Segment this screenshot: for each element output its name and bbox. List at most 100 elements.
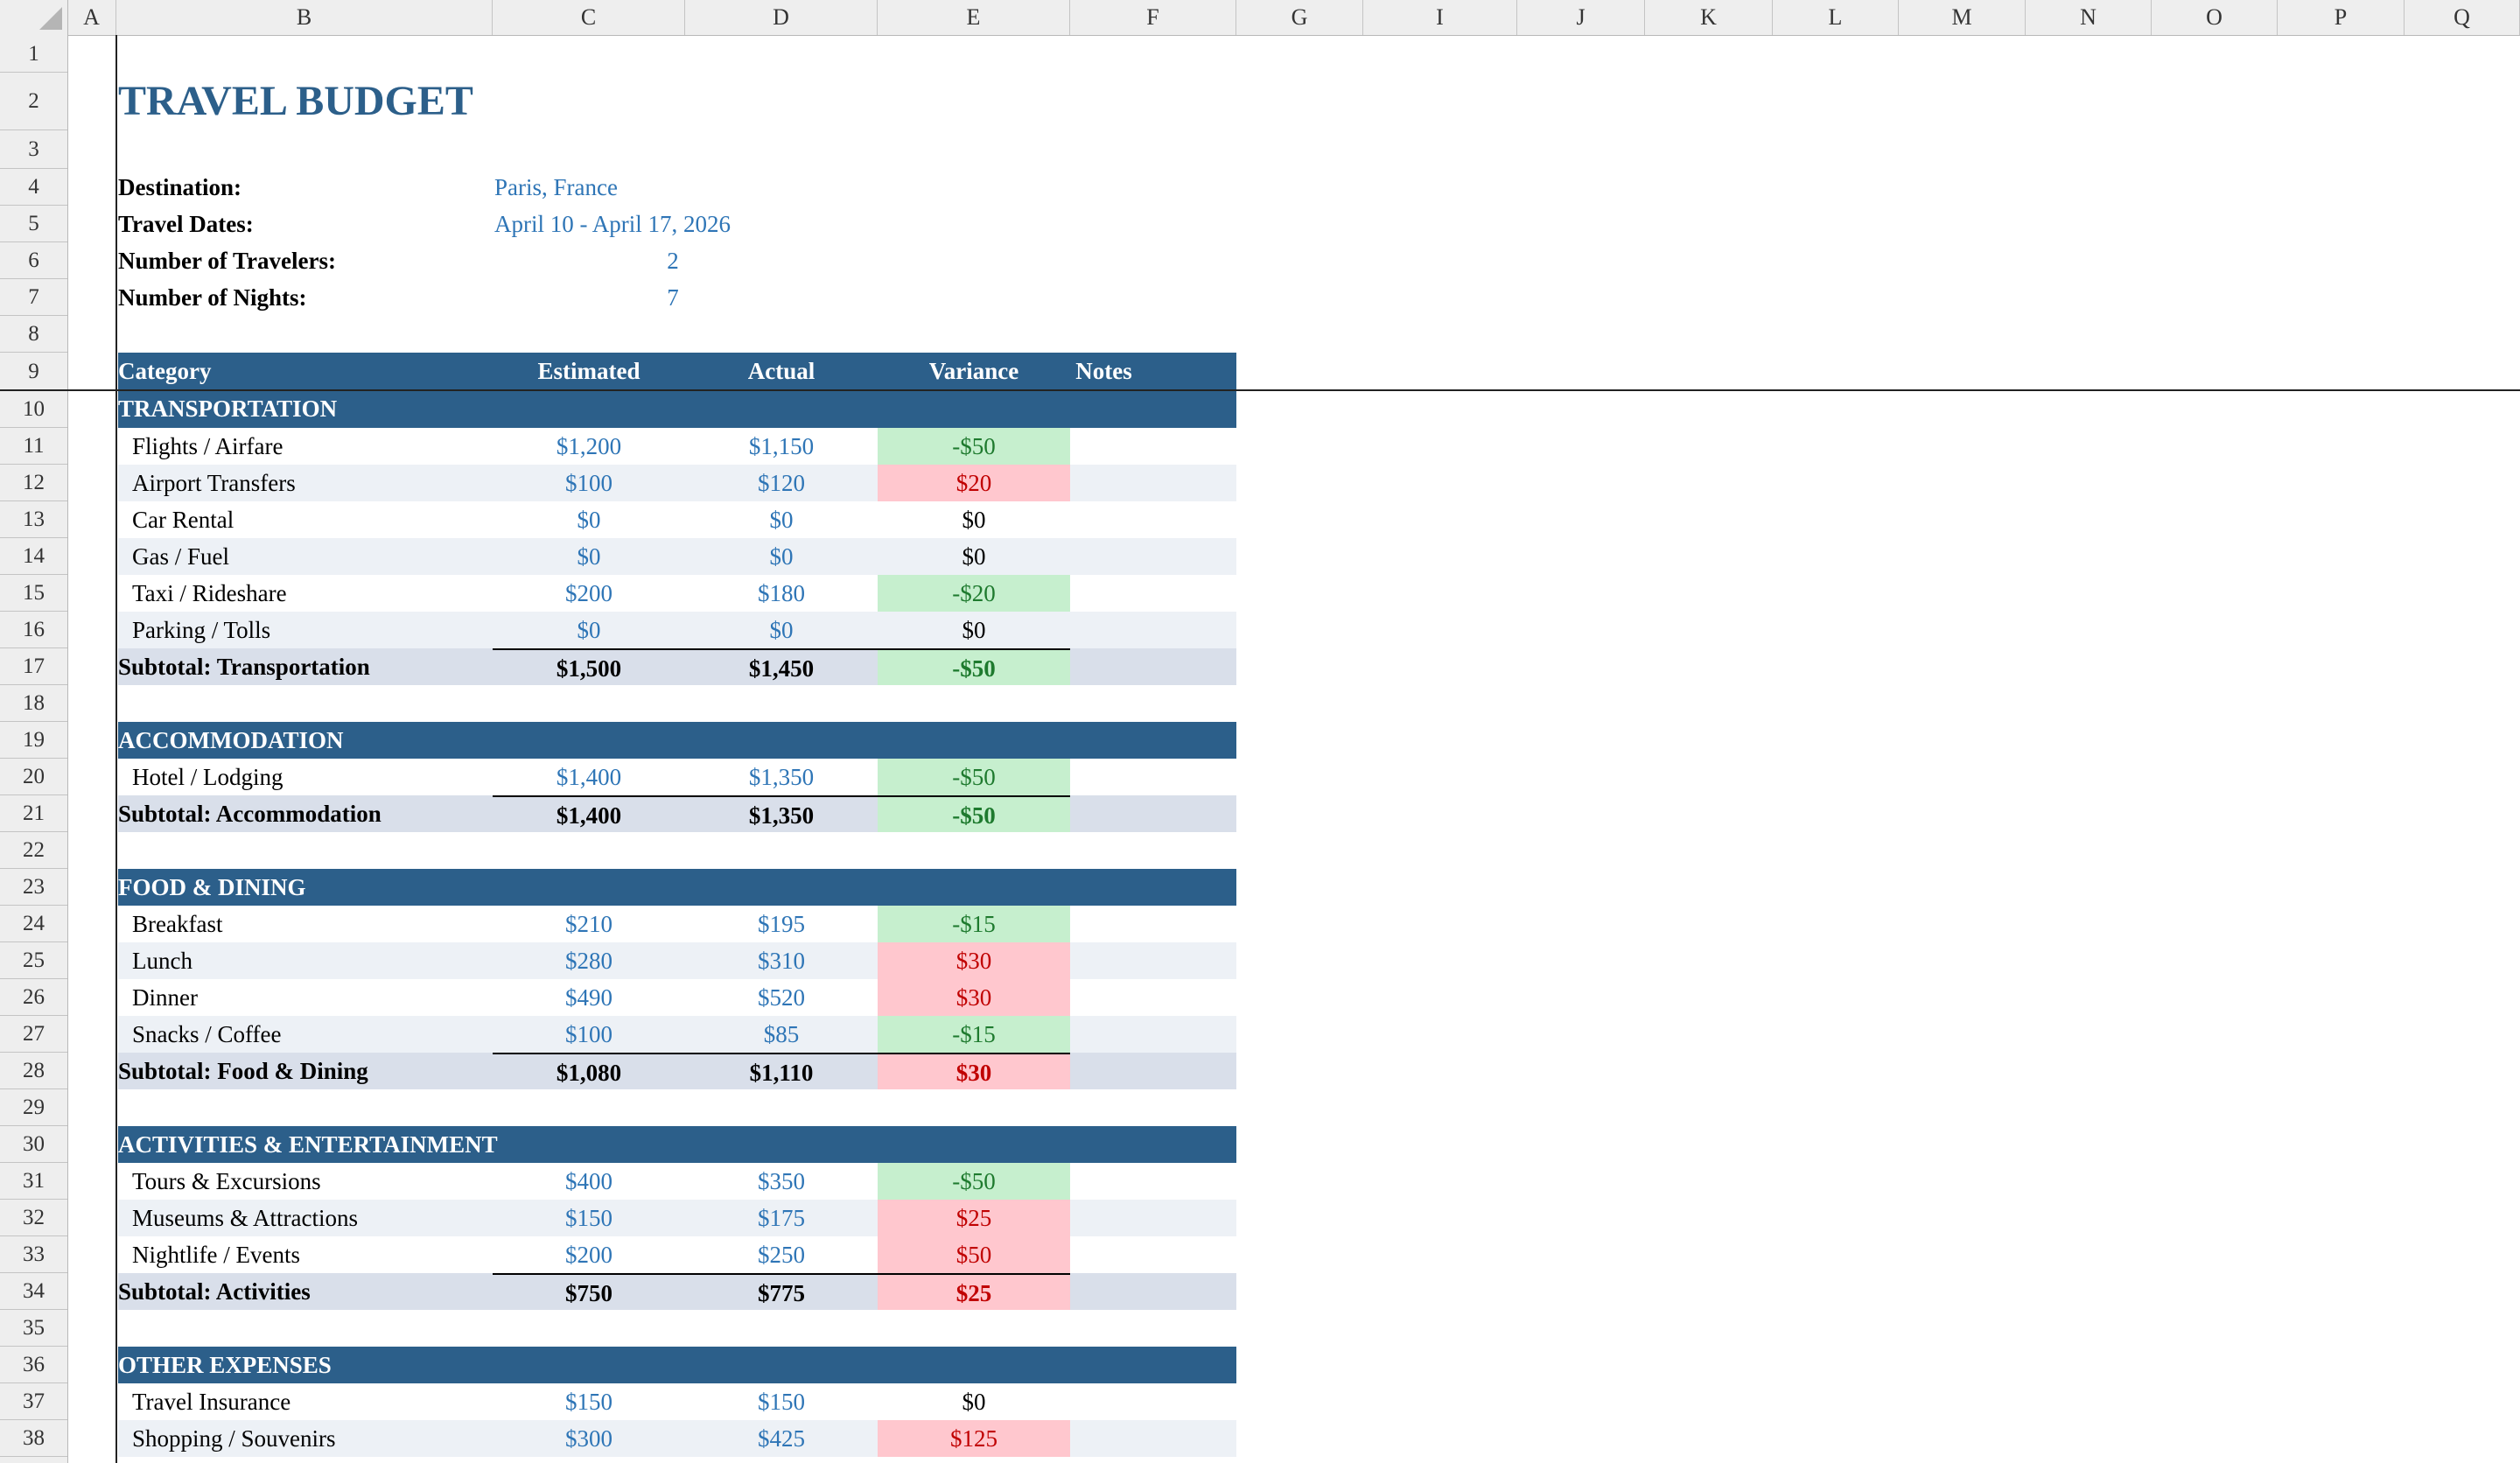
- travel-dates-label[interactable]: Travel Dates:: [118, 211, 254, 237]
- subtotal-notes[interactable]: [1070, 648, 1236, 685]
- subtotal-notes[interactable]: [1070, 1053, 1236, 1089]
- notes-cell[interactable]: [1070, 465, 1236, 501]
- section-header[interactable]: ACCOMMODATION: [118, 722, 1225, 759]
- variance-value[interactable]: $0: [962, 543, 986, 570]
- variance-value[interactable]: -$50: [878, 1163, 1070, 1200]
- column-header-f[interactable]: F: [1070, 0, 1236, 35]
- actual-value[interactable]: $120: [758, 470, 805, 496]
- row-header-32[interactable]: 32: [0, 1200, 67, 1236]
- subtotal-actual[interactable]: $1,110: [685, 1053, 878, 1089]
- estimated-value[interactable]: $1,400: [556, 764, 622, 790]
- column-header-g[interactable]: G: [1236, 0, 1363, 35]
- row-header-1[interactable]: 1: [0, 35, 67, 73]
- notes-cell[interactable]: [1070, 1236, 1236, 1273]
- subtotal-variance[interactable]: -$50: [878, 648, 1070, 685]
- notes-cell[interactable]: [1070, 906, 1236, 942]
- line-item-label[interactable]: Taxi / Rideshare: [132, 580, 287, 606]
- subtotal-variance[interactable]: $30: [878, 1053, 1070, 1089]
- row-header-36[interactable]: 36: [0, 1347, 67, 1383]
- row-header-26[interactable]: 26: [0, 979, 67, 1016]
- actual-value[interactable]: $85: [763, 1021, 800, 1047]
- actual-value[interactable]: $175: [758, 1205, 805, 1231]
- actual-value[interactable]: $0: [769, 617, 794, 643]
- variance-value[interactable]: -$50: [878, 759, 1070, 795]
- estimated-value[interactable]: $100: [565, 1021, 612, 1047]
- variance-value[interactable]: $30: [878, 979, 1070, 1016]
- notes-cell[interactable]: [1070, 942, 1236, 979]
- select-all-corner[interactable]: [0, 0, 68, 35]
- subtotal-notes[interactable]: [1070, 795, 1236, 832]
- row-header-38[interactable]: 38: [0, 1420, 67, 1457]
- actual-value[interactable]: $350: [758, 1168, 805, 1194]
- sheet-title[interactable]: TRAVEL BUDGET: [118, 78, 473, 124]
- column-header-k[interactable]: K: [1645, 0, 1773, 35]
- estimated-value[interactable]: $400: [565, 1168, 612, 1194]
- notes-cell[interactable]: [1070, 1163, 1236, 1200]
- subtotal-actual[interactable]: $1,350: [685, 795, 878, 832]
- actual-value[interactable]: $0: [769, 507, 794, 533]
- line-item-label[interactable]: Lunch: [132, 948, 192, 974]
- notes-cell[interactable]: [1070, 428, 1236, 465]
- line-item-label[interactable]: Flights / Airfare: [132, 433, 284, 459]
- actual-value[interactable]: $1,150: [748, 433, 815, 459]
- row-header-20[interactable]: 20: [0, 759, 67, 795]
- line-item-label[interactable]: Shopping / Souvenirs: [132, 1425, 336, 1452]
- column-header-j[interactable]: J: [1517, 0, 1645, 35]
- column-header-a[interactable]: A: [67, 0, 116, 35]
- row-header-2[interactable]: 2: [0, 73, 67, 130]
- row-header-22[interactable]: 22: [0, 832, 67, 869]
- row-header-6[interactable]: 6: [0, 242, 67, 279]
- row-header-12[interactable]: 12: [0, 465, 67, 501]
- row-header-21[interactable]: 21: [0, 795, 67, 832]
- line-item-label[interactable]: Breakfast: [132, 911, 223, 937]
- notes-cell[interactable]: [1070, 538, 1236, 575]
- header-variance[interactable]: Variance: [878, 353, 1070, 390]
- traveler-count-label[interactable]: Number of Travelers:: [118, 248, 336, 274]
- line-item-label[interactable]: Museums & Attractions: [132, 1205, 358, 1231]
- subtotal-label[interactable]: Subtotal: Activities: [118, 1278, 311, 1305]
- section-header[interactable]: TRANSPORTATION: [118, 390, 1225, 428]
- row-header-34[interactable]: 34: [0, 1273, 67, 1310]
- variance-value[interactable]: $125: [878, 1420, 1070, 1457]
- actual-value[interactable]: $250: [758, 1242, 805, 1268]
- variance-value[interactable]: $0: [962, 617, 986, 643]
- subtotal-estimated[interactable]: $1,400: [493, 795, 685, 832]
- row-header-23[interactable]: 23: [0, 869, 67, 906]
- line-item-label[interactable]: Snacks / Coffee: [132, 1021, 282, 1047]
- row-header-19[interactable]: 19: [0, 722, 67, 759]
- section-header[interactable]: OTHER EXPENSES: [118, 1347, 1225, 1383]
- column-header-e[interactable]: E: [878, 0, 1070, 35]
- line-item-label[interactable]: Travel Insurance: [132, 1389, 291, 1415]
- header-category[interactable]: Category: [118, 353, 493, 390]
- subtotal-estimated[interactable]: $1,500: [493, 648, 685, 685]
- variance-value[interactable]: -$15: [878, 906, 1070, 942]
- travel-dates-value[interactable]: April 10 - April 17, 2026: [494, 211, 731, 237]
- row-header-14[interactable]: 14: [0, 538, 67, 575]
- variance-value[interactable]: $20: [878, 465, 1070, 501]
- row-header-27[interactable]: 27: [0, 1016, 67, 1053]
- line-item-label[interactable]: Dinner: [132, 984, 198, 1011]
- section-header[interactable]: ACTIVITIES & ENTERTAINMENT: [118, 1126, 1225, 1163]
- column-header-d[interactable]: D: [685, 0, 878, 35]
- line-item-label[interactable]: Nightlife / Events: [132, 1242, 300, 1268]
- actual-value[interactable]: $1,350: [748, 764, 815, 790]
- subtotal-label[interactable]: Subtotal: Food & Dining: [118, 1058, 368, 1084]
- row-header-11[interactable]: 11: [0, 428, 67, 465]
- variance-value[interactable]: $50: [878, 1236, 1070, 1273]
- column-header-n[interactable]: N: [2026, 0, 2152, 35]
- row-header-18[interactable]: 18: [0, 685, 67, 722]
- column-header-c[interactable]: C: [493, 0, 685, 35]
- notes-cell[interactable]: [1070, 501, 1236, 538]
- subtotal-actual[interactable]: $1,450: [685, 648, 878, 685]
- freeze-pane-divider[interactable]: [0, 389, 2520, 391]
- estimated-value[interactable]: $0: [577, 617, 601, 643]
- row-header-8[interactable]: 8: [0, 316, 67, 353]
- column-header-l[interactable]: L: [1773, 0, 1899, 35]
- column-header-i[interactable]: I: [1363, 0, 1517, 35]
- line-item-label[interactable]: Car Rental: [132, 507, 234, 533]
- estimated-value[interactable]: $490: [565, 984, 612, 1011]
- header-estimated[interactable]: Estimated: [493, 353, 685, 390]
- subtotal-estimated[interactable]: $750: [493, 1273, 685, 1310]
- row-header-3[interactable]: 3: [0, 130, 67, 169]
- actual-value[interactable]: $520: [758, 984, 805, 1011]
